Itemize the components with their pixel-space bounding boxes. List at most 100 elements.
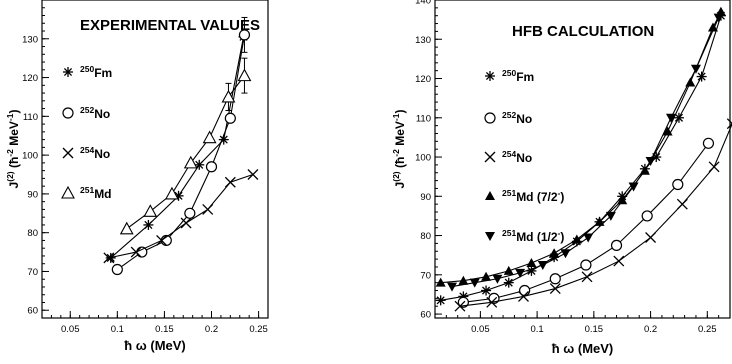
- data-point: [707, 22, 718, 32]
- y-tick-label: 130: [22, 34, 38, 45]
- data-point: [454, 300, 466, 312]
- x-tick-label: 0.25: [249, 324, 268, 335]
- y-tick-label: 120: [22, 73, 38, 84]
- data-point: [202, 203, 214, 215]
- legend-entry-no-252: 252No: [62, 105, 110, 121]
- series-line: [117, 34, 246, 270]
- y-tick-label: 110: [23, 112, 38, 123]
- series-line: [110, 36, 245, 259]
- y-tick-label: 60: [27, 306, 38, 317]
- x-tick-label: 0.1: [111, 324, 124, 335]
- series-no-252: [111, 16, 251, 276]
- legend-label: 251Md (7/2-): [502, 188, 564, 204]
- x-axis-label: ħ ω (MeV): [124, 338, 186, 353]
- data-point: [645, 156, 656, 166]
- series-md-251: [435, 6, 726, 287]
- y-axis-label: J(2) (ħ-2 MeV-1): [391, 110, 407, 189]
- data-point: [560, 249, 571, 259]
- y-tick-label: 90: [420, 192, 431, 203]
- data-point: [537, 261, 548, 270]
- series-no-252: [457, 137, 715, 308]
- data-point: [435, 277, 446, 287]
- x-tick-label: 0.25: [698, 324, 717, 335]
- y-tick-label: 130: [415, 35, 431, 46]
- plot-frame: [41, 0, 269, 319]
- legend-marker: [62, 107, 74, 119]
- legend-entry-fm-250: 250Fm: [485, 68, 534, 84]
- y-tick-label: 100: [415, 153, 431, 164]
- data-point: [469, 278, 480, 288]
- data-point: [202, 130, 217, 144]
- data-point: [581, 271, 593, 283]
- data-point: [136, 246, 148, 258]
- data-point: [610, 239, 623, 251]
- legend-marker: [61, 185, 75, 199]
- y-tick-label: 70: [27, 267, 38, 278]
- data-point: [672, 178, 684, 191]
- data-point: [503, 265, 514, 275]
- data-point: [628, 182, 639, 192]
- data-point: [156, 234, 168, 246]
- data-point: [571, 234, 582, 244]
- legend-entry-no-252: 252No: [484, 110, 532, 126]
- data-point: [696, 71, 707, 82]
- data-point: [184, 207, 196, 219]
- data-point: [613, 255, 625, 267]
- data-point: [645, 232, 657, 243]
- data-point: [713, 13, 724, 23]
- y-tick-label: 80: [27, 228, 38, 239]
- y-axis-label: J(2) (ħ-2 MeV-1): [5, 110, 21, 189]
- x-tick-label: 0.05: [61, 324, 80, 335]
- series-line: [108, 173, 254, 259]
- series-line: [440, 15, 722, 301]
- data-point: [224, 112, 236, 124]
- data-point: [143, 219, 154, 230]
- legend-marker: [63, 67, 73, 77]
- legend-label: 251Md (1/2-): [502, 228, 564, 244]
- legend-entry-md-251: 251Md: [61, 185, 112, 201]
- x-tick-label: 0.1: [531, 324, 544, 335]
- x-tick-label: 0.2: [644, 324, 657, 335]
- data-point: [583, 233, 594, 243]
- legend-label: 252No: [80, 105, 110, 121]
- series-line: [440, 11, 722, 284]
- legend-entry-md-251: 251Md (7/2-): [485, 188, 564, 204]
- data-point: [580, 259, 592, 271]
- data-point: [447, 282, 458, 292]
- legend-marker: [485, 232, 495, 241]
- data-point: [594, 216, 605, 226]
- legend-marker: [62, 147, 74, 159]
- data-point: [662, 126, 673, 136]
- legend-marker: [484, 112, 496, 124]
- legend-label: 254No: [502, 149, 532, 165]
- chart-panel-2: 0.05 0.1 0.15 0.2 0.25 60 70 80 90 100 110 120 130 14…: [391, 0, 732, 356]
- legend-label: 254No: [80, 145, 110, 161]
- data-point: [111, 263, 123, 276]
- series-md-251: [447, 13, 724, 292]
- data-point: [515, 268, 526, 278]
- series-line: [451, 17, 720, 288]
- data-point: [503, 277, 514, 288]
- x-tick-label: 0.2: [205, 324, 218, 335]
- series-no-254: [103, 169, 259, 264]
- data-point: [458, 275, 469, 285]
- legend-label: 252No: [502, 110, 532, 126]
- y-tick-label: 110: [416, 113, 431, 124]
- data-point: [526, 258, 537, 268]
- legend-label: 251Md: [80, 185, 112, 201]
- data-point: [518, 290, 529, 302]
- chart-title: HFB CALCULATION: [512, 23, 654, 40]
- series-no-254: [454, 118, 732, 312]
- data-point: [183, 155, 198, 169]
- data-point: [641, 210, 653, 222]
- data-point: [666, 113, 676, 123]
- legend-entry-no-254: 254No: [484, 149, 532, 165]
- legend-entry-no-254: 254No: [62, 145, 110, 161]
- y-tick-label: 140: [415, 0, 431, 7]
- data-point: [103, 252, 115, 264]
- legend-label: 250Fm: [502, 68, 534, 84]
- legend-marker: [485, 71, 495, 81]
- x-axis-label: ħ ω (MeV): [552, 341, 614, 356]
